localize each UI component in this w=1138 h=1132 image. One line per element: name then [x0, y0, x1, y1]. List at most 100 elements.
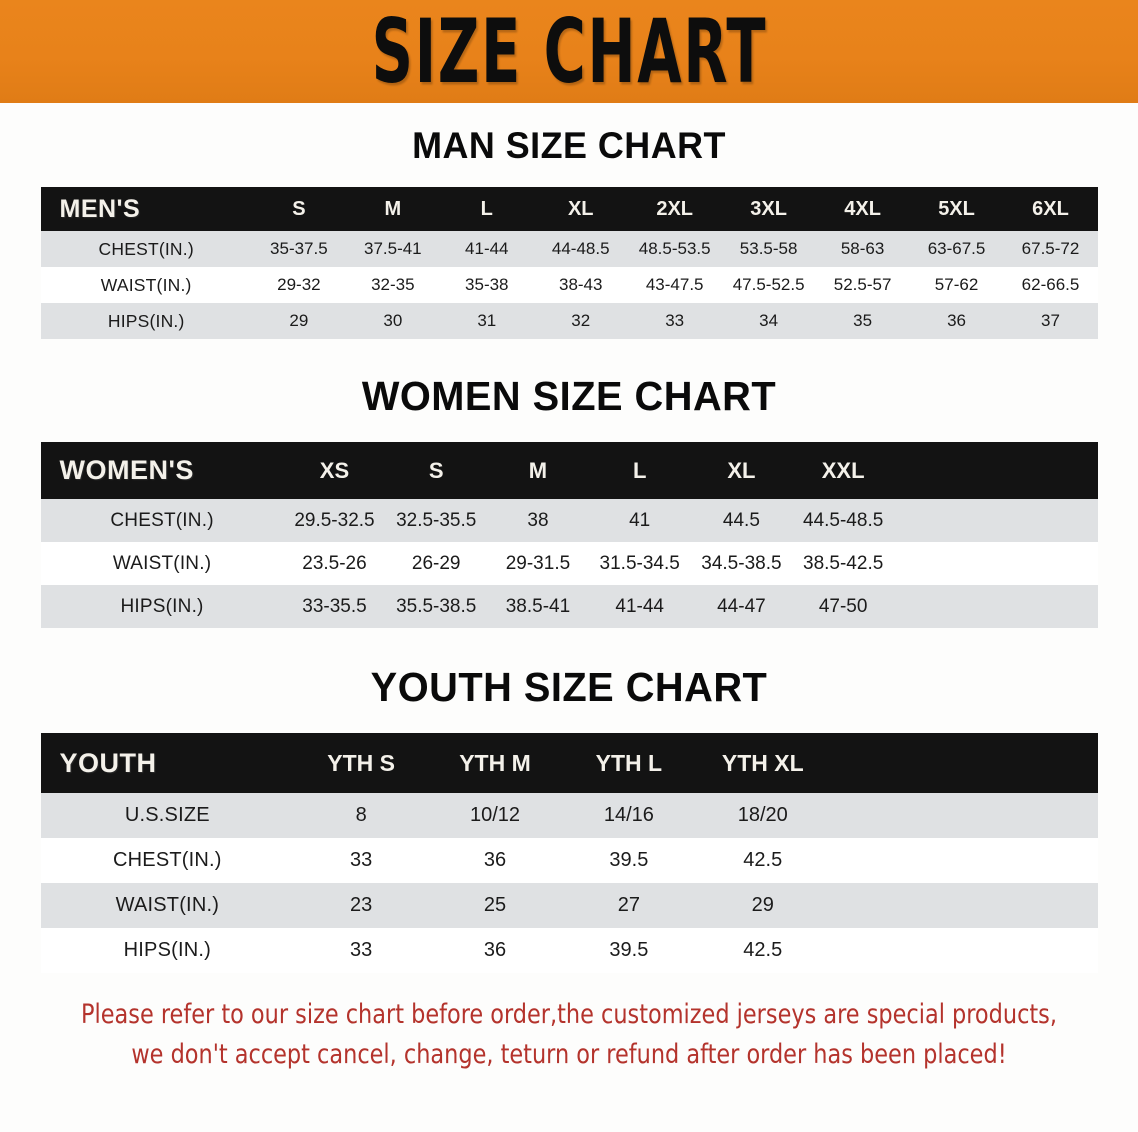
measurement-cell [963, 928, 1098, 973]
measurement-cell [995, 542, 1098, 585]
women-section-title: WOMEN SIZE CHART [361, 373, 777, 419]
measurement-cell: 43-47.5 [627, 267, 722, 303]
measurement-cell: 10/12 [428, 793, 562, 838]
measurement-cell: 31.5-34.5 [588, 542, 691, 585]
row-label: CHEST(IN.) [40, 231, 252, 267]
measurement-cell: 29 [251, 303, 346, 339]
measurement-cell [963, 883, 1098, 928]
column-header-l: L [588, 442, 691, 499]
table-header-row: YOUTH YTH S YTH M YTH L YTH XL [40, 733, 1098, 793]
youth-table-body: U.S.SIZE 8 10/12 14/16 18/20 CHEST(IN.) 33 36 39… [40, 793, 1098, 973]
measurement-cell: 53.5-58 [721, 231, 816, 267]
column-header-xl: XL [690, 442, 793, 499]
column-header-6xl: 6XL [1003, 187, 1098, 231]
table-row: CHEST(IN.) 29.5-32.5 32.5-35.5 38 41 44.5 44.5… [40, 499, 1098, 542]
measurement-cell: 38.5-41 [487, 585, 589, 628]
youth-size-table: YOUTH YTH S YTH M YTH L YTH XL U.S.SIZE 8 10/1… [40, 733, 1098, 973]
measurement-cell: 32.5-35.5 [385, 499, 488, 542]
measurement-cell: 48.5-53.5 [627, 231, 722, 267]
measurement-cell: 33 [294, 928, 429, 973]
footer-note-line-2: we don't accept cancel, change, teturn o… [131, 1039, 1007, 1071]
column-header-3xl: 3XL [721, 187, 816, 231]
column-header-s: S [251, 187, 346, 231]
measurement-cell: 25 [428, 883, 562, 928]
row-label: CHEST(IN.) [40, 499, 284, 542]
column-header-empty [963, 733, 1098, 793]
column-header-empty [829, 733, 964, 793]
measurement-cell [995, 499, 1098, 542]
row-label: WAIST(IN.) [40, 267, 252, 303]
table-row: WAIST(IN.) 23.5-26 26-29 29-31.5 31.5-34.5 34… [40, 542, 1098, 585]
column-header-xxl: XXL [792, 442, 895, 499]
man-section-title: MAN SIZE CHART [412, 125, 726, 166]
measurement-cell: 47-50 [792, 585, 895, 628]
measurement-cell: 39.5 [561, 838, 696, 883]
table-row: HIPS(IN.) 29 30 31 32 33 34 35 36 37 [40, 303, 1098, 339]
measurement-cell: 37.5-41 [345, 231, 440, 267]
measurement-cell: 35.5-38.5 [385, 585, 488, 628]
man-table-body: CHEST(IN.) 35-37.5 37.5-41 41-44 44-48.5 48.5… [40, 231, 1098, 339]
measurement-cell: 36 [428, 838, 562, 883]
table-row: WAIST(IN.) 29-32 32-35 35-38 38-43 43-47.5 47.… [40, 267, 1098, 303]
measurement-cell: 38 [487, 499, 589, 542]
row-label: CHEST(IN.) [40, 838, 295, 883]
measurement-cell: 26-29 [385, 542, 488, 585]
column-header-yth-xl: YTH XL [695, 733, 830, 793]
row-label: HIPS(IN.) [40, 928, 295, 973]
man-table-header: MEN'S S M L XL 2XL 3XL 4XL 5XL 6XL [40, 187, 1098, 231]
row-label: HIPS(IN.) [40, 585, 284, 628]
column-header-yth-l: YTH L [561, 733, 696, 793]
measurement-cell: 52.5-57 [815, 267, 910, 303]
women-table-body: CHEST(IN.) 29.5-32.5 32.5-35.5 38 41 44.5 44.5… [40, 499, 1098, 628]
measurement-cell [829, 838, 964, 883]
measurement-cell: 38-43 [533, 267, 628, 303]
measurement-cell [829, 883, 964, 928]
youth-table-header: YOUTH YTH S YTH M YTH L YTH XL [40, 733, 1098, 793]
table-corner-label: YOUTH [40, 733, 295, 793]
measurement-cell: 32 [533, 303, 628, 339]
row-label: WAIST(IN.) [40, 542, 284, 585]
footer-note-line-1: Please refer to our size chart before or… [81, 999, 1057, 1030]
measurement-cell: 44.5-48.5 [792, 499, 895, 542]
table-header-row: MEN'S S M L XL 2XL 3XL 4XL 5XL 6XL [40, 187, 1098, 231]
measurement-cell: 27 [561, 883, 696, 928]
table-row: U.S.SIZE 8 10/12 14/16 18/20 [40, 793, 1098, 838]
women-table-header: WOMEN'S XS S M L XL XXL [40, 442, 1098, 499]
measurement-cell: 29-32 [251, 267, 346, 303]
measurement-cell: 34.5-38.5 [690, 542, 793, 585]
column-header-xs: XS [283, 442, 386, 499]
measurement-cell [894, 585, 996, 628]
column-header-yth-s: YTH S [294, 733, 429, 793]
row-label: HIPS(IN.) [40, 303, 252, 339]
footer-note: Please refer to our size chart before or… [66, 995, 1072, 1076]
measurement-cell: 62-66.5 [1003, 267, 1098, 303]
measurement-cell: 8 [294, 793, 429, 838]
measurement-cell [894, 542, 996, 585]
measurement-cell: 33 [627, 303, 722, 339]
measurement-cell: 29 [695, 883, 830, 928]
measurement-cell: 39.5 [561, 928, 696, 973]
measurement-cell: 57-62 [909, 267, 1004, 303]
measurement-cell [963, 838, 1098, 883]
measurement-cell: 44.5 [690, 499, 793, 542]
row-label: WAIST(IN.) [40, 883, 295, 928]
measurement-cell: 35-37.5 [251, 231, 346, 267]
column-header-s: S [385, 442, 488, 499]
table-row: WAIST(IN.) 23 25 27 29 [40, 883, 1098, 928]
measurement-cell [995, 585, 1098, 628]
measurement-cell: 34 [721, 303, 816, 339]
table-corner-label: MEN'S [40, 187, 252, 231]
measurement-cell: 36 [909, 303, 1004, 339]
table-corner-label: WOMEN'S [40, 442, 284, 499]
measurement-cell: 67.5-72 [1003, 231, 1098, 267]
youth-section-title: YOUTH SIZE CHART [370, 664, 768, 710]
column-header-xl: XL [533, 187, 628, 231]
table-row: HIPS(IN.) 33 36 39.5 42.5 [40, 928, 1098, 973]
measurement-cell: 38.5-42.5 [792, 542, 895, 585]
measurement-cell: 41 [588, 499, 691, 542]
measurement-cell: 29-31.5 [487, 542, 589, 585]
column-header-empty [995, 442, 1098, 499]
measurement-cell: 32-35 [345, 267, 440, 303]
measurement-cell [829, 928, 964, 973]
table-row: CHEST(IN.) 33 36 39.5 42.5 [40, 838, 1098, 883]
